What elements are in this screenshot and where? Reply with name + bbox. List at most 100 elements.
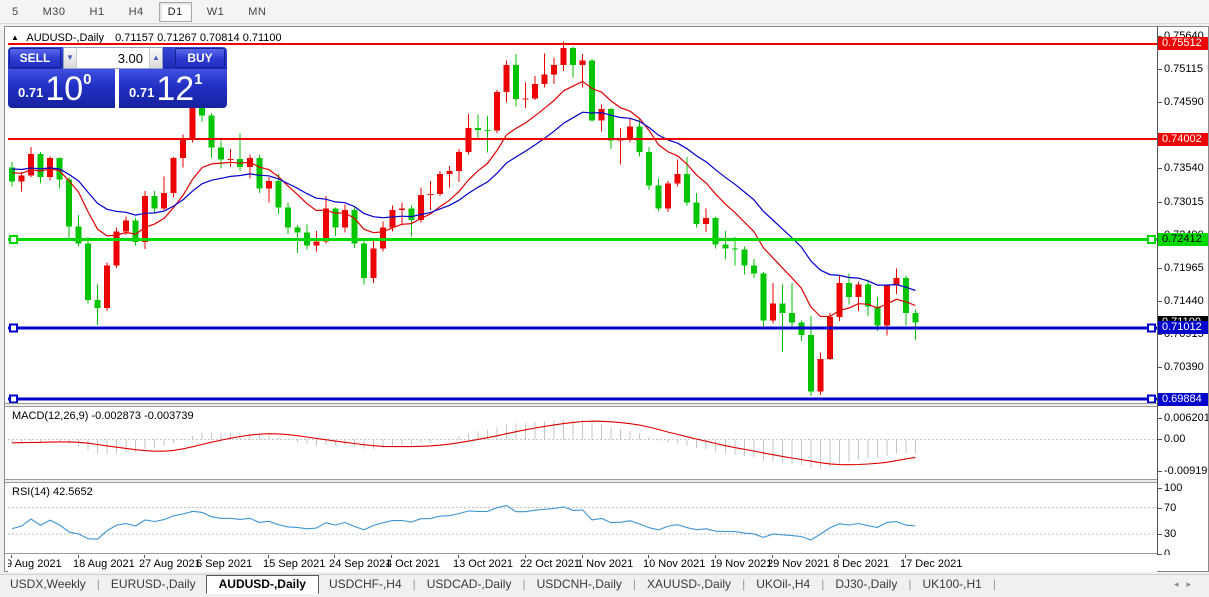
price-axis[interactable]: 0.756400.751150.745900.735400.730150.724…	[1158, 27, 1208, 555]
timeframe-button-mn[interactable]: MN	[248, 5, 267, 18]
timeframe-button-d1[interactable]: D1	[158, 1, 192, 22]
chart-title: ▲ AUDUSD-,Daily 0.71157 0.71267 0.70814 …	[11, 32, 282, 44]
time-axis[interactable]: 9 Aug 2021 18 Aug 2021 27 Aug 2021 6 Sep 20…	[8, 555, 1157, 572]
time-tick	[905, 555, 906, 558]
date-label: 8 Dec 2021	[833, 558, 890, 570]
price-tick-label: 0.70390	[1158, 361, 1204, 373]
tab-separator: |	[412, 577, 416, 591]
rsi-axis-label: 70	[1158, 502, 1176, 514]
buy-price-big: 12	[156, 70, 195, 108]
timeframe-button-5[interactable]: 5	[12, 5, 19, 18]
time-tick	[144, 555, 145, 558]
timeframe-toolbar: 5 M30 H1 H4 D1 W1 MN	[0, 0, 1209, 24]
time-tick	[715, 555, 716, 558]
tab-separator: |	[632, 577, 637, 591]
chart-tab-usdx[interactable]: USDX,Weekly	[10, 576, 86, 591]
timeframe-button-h1[interactable]: H1	[89, 5, 105, 18]
date-label: 4 Oct 2021	[386, 558, 440, 570]
tab-scroll-right-icon[interactable]: ▸	[1186, 578, 1199, 589]
date-label: 18 Aug 2021	[73, 558, 135, 570]
tab-separator: |	[821, 577, 825, 591]
sell-price-button[interactable]: 0.71 10 0	[8, 69, 115, 108]
macd-axis-label: 0.00	[1158, 433, 1185, 445]
timeframe-button-m30[interactable]: M30	[42, 5, 66, 18]
chart-tab-audusd[interactable]: AUDUSD-,Daily	[205, 574, 319, 594]
date-label: 6 Sep 2021	[196, 558, 253, 570]
chart-tab-bar: USDX,Weekly | EURUSD-,Daily AUDUSD-,Daily US…	[0, 574, 1209, 594]
price-tick-label: 0.73015	[1158, 196, 1204, 208]
hline-price-label: 0.74002	[1158, 133, 1208, 146]
price-axis-border	[1157, 27, 1158, 555]
time-tick	[11, 555, 12, 558]
price-tick-label: 0.71440	[1158, 295, 1204, 307]
buy-price-base: 0.71	[129, 85, 155, 100]
price-tick-label: 0.71965	[1158, 262, 1204, 274]
volume-increase-button[interactable]: ▲	[149, 48, 162, 68]
macd-indicator-label: MACD(12,26,9) -0.002873 -0.003739	[12, 410, 194, 422]
chart-tab-usdchf[interactable]: USDCHF-,H4	[328, 576, 402, 591]
tab-separator: |	[742, 577, 746, 591]
price-tick-label: 0.73540	[1158, 162, 1204, 174]
panel-separator[interactable]	[5, 403, 1208, 407]
one-click-trade-panel: SELL ▼ 3.00 ▲ BUY 0.71 10 0 0.71 12 1	[8, 47, 227, 108]
time-tick	[458, 555, 459, 558]
chart-tab-usdcnh[interactable]: USDCNH-,Daily	[536, 576, 622, 591]
date-label: 17 Dec 2021	[900, 558, 963, 570]
rsi-axis-label: 100	[1158, 482, 1182, 494]
time-tick	[78, 555, 79, 558]
rsi-axis-label: 0	[1158, 548, 1170, 555]
hline-price-label: 0.69884	[1158, 393, 1208, 406]
rsi-indicator-label: RSI(14) 42.5652	[12, 486, 93, 498]
time-tick	[334, 555, 335, 558]
date-label: 1 Nov 2021	[577, 558, 634, 570]
chart-tab-eurusd[interactable]: EURUSD-,Daily	[110, 576, 196, 591]
macd-axis-label: 0.006201	[1158, 412, 1208, 424]
chart-tab-dj30[interactable]: DJ30-,Daily	[835, 576, 898, 591]
volume-input[interactable]: 3.00	[117, 51, 143, 66]
date-label: 15 Sep 2021	[263, 558, 326, 570]
time-tick	[838, 555, 839, 558]
tab-separator: |	[522, 577, 526, 591]
chart-tab-usdcad[interactable]: USDCAD-,Daily	[426, 576, 512, 591]
date-label: 10 Nov 2021	[643, 558, 706, 570]
macd-panel[interactable]	[8, 407, 1157, 479]
date-label: 24 Sep 2021	[329, 558, 392, 570]
panel-separator[interactable]	[5, 479, 1208, 483]
time-tick	[525, 555, 526, 558]
date-label: 22 Oct 2021	[520, 558, 580, 570]
sell-button[interactable]: SELL	[9, 48, 61, 68]
timeframe-button-w1[interactable]: W1	[206, 5, 225, 18]
hline-price-label: 0.71012	[1158, 321, 1208, 334]
price-tick-label: 0.75115	[1158, 63, 1203, 75]
chart-tab-uk100[interactable]: UK100-,H1	[922, 576, 982, 591]
time-tick	[268, 555, 269, 558]
tab-separator: |	[96, 577, 100, 591]
trade-panel-collapse-icon[interactable]: ▲	[11, 33, 19, 42]
volume-box: ▼ 3.00 ▲	[63, 47, 163, 69]
timeframe-button-h4[interactable]: H4	[128, 5, 144, 18]
buy-button[interactable]: BUY	[175, 48, 225, 68]
chart-tab-ukoil[interactable]: UKOil-,H4	[756, 576, 811, 591]
time-tick	[648, 555, 649, 558]
chart-ohlc-values: 0.71157 0.71267 0.70814 0.71100	[115, 32, 282, 44]
chart-window: ▲ AUDUSD-,Daily 0.71157 0.71267 0.70814 …	[4, 26, 1209, 572]
chart-tab-xauusd[interactable]: XAUUSD-,Daily	[647, 576, 732, 591]
date-label: 29 Nov 2021	[767, 558, 830, 570]
sell-price-big: 10	[45, 70, 84, 108]
buy-price-button[interactable]: 0.71 12 1	[119, 69, 227, 108]
hline-price-label: 0.72412	[1158, 233, 1208, 246]
tab-separator: |	[992, 577, 996, 591]
price-tick-label: 0.74590	[1158, 96, 1204, 108]
tab-scroll-left-icon[interactable]: ◂	[1173, 578, 1187, 589]
sell-strip: SELL	[8, 47, 63, 69]
macd-axis-label: -0.009197	[1158, 465, 1208, 477]
tab-separator: |	[908, 577, 912, 591]
rsi-panel[interactable]	[8, 483, 1157, 553]
main-price-chart[interactable]	[8, 30, 1157, 403]
date-label: 13 Oct 2021	[453, 558, 513, 570]
tab-scroll-arrows: ◂▸	[1174, 579, 1209, 590]
date-label: 9 Aug 2021	[8, 558, 62, 570]
volume-decrease-button[interactable]: ▼	[64, 48, 77, 68]
buy-price-pipette: 1	[194, 71, 203, 88]
hline-price-label: 0.75512	[1158, 37, 1208, 50]
